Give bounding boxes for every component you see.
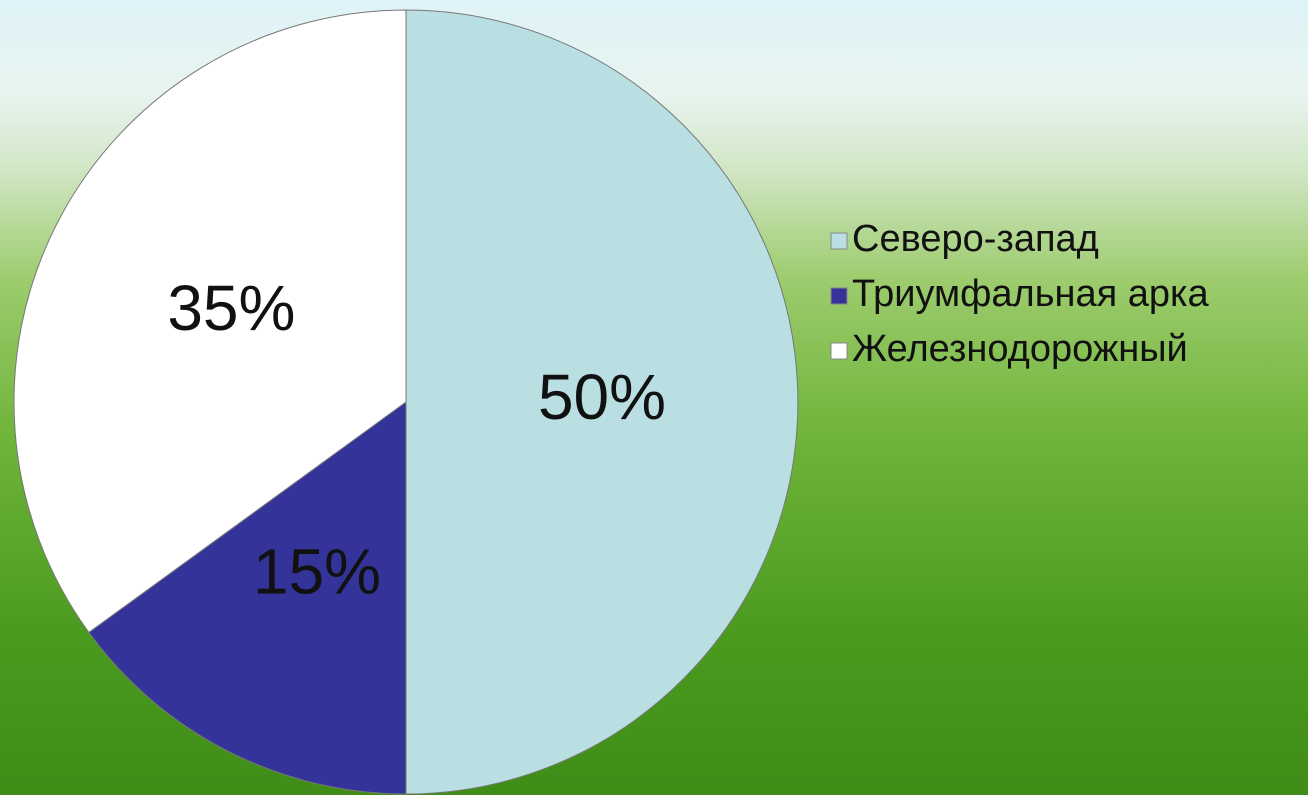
- legend-swatch: [830, 342, 848, 360]
- legend-swatch: [830, 232, 848, 250]
- legend-label: Триумфальная арка: [852, 273, 1209, 315]
- legend-label: Железнодорожный: [852, 328, 1188, 370]
- data-label: 50%: [538, 361, 666, 433]
- pie-slice: [88, 401, 407, 795]
- legend-label: Северо-запад: [852, 218, 1099, 260]
- pie-slice: [405, 9, 799, 795]
- legend-swatch: [830, 287, 848, 305]
- data-label: 15%: [253, 536, 381, 608]
- pie-slice: [13, 9, 407, 634]
- data-label: 35%: [167, 272, 295, 344]
